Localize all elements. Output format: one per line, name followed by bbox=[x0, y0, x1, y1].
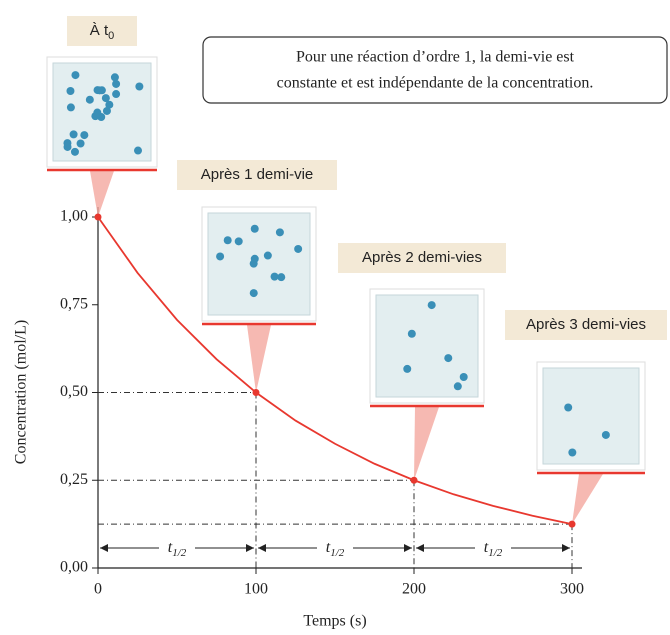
particle bbox=[408, 330, 416, 338]
data-point bbox=[569, 521, 576, 528]
x-axis-label: Temps (s) bbox=[303, 613, 366, 630]
x-tick-label: 0 bbox=[94, 581, 102, 598]
particle bbox=[428, 301, 436, 309]
y-tick-label: 0,25 bbox=[60, 471, 88, 488]
snapshot-label-text: Après 1 demi-vie bbox=[201, 166, 314, 183]
particle bbox=[103, 107, 111, 115]
snapshot-label: Après 3 demi-vies bbox=[526, 316, 646, 333]
y-tick-label: 1,00 bbox=[60, 208, 88, 225]
data-point bbox=[253, 389, 260, 396]
data-point bbox=[95, 214, 102, 221]
particle bbox=[96, 86, 104, 94]
particle bbox=[71, 71, 79, 79]
x-tick-label: 100 bbox=[244, 581, 268, 598]
pointer bbox=[90, 171, 114, 217]
particle bbox=[454, 382, 462, 390]
particle bbox=[251, 255, 259, 263]
particle bbox=[444, 354, 452, 362]
particle bbox=[112, 80, 120, 88]
particle bbox=[250, 289, 258, 297]
pointer bbox=[414, 407, 439, 480]
particle bbox=[264, 252, 272, 260]
particle bbox=[271, 273, 279, 281]
particle bbox=[403, 365, 411, 373]
particle bbox=[70, 130, 78, 138]
particle bbox=[568, 449, 576, 457]
particle bbox=[77, 139, 85, 147]
info-box bbox=[203, 37, 667, 103]
snapshot-label: Après 2 demi-vies bbox=[362, 249, 482, 266]
interval-label-sub: 1/2 bbox=[330, 547, 345, 559]
particle bbox=[86, 96, 94, 104]
particle bbox=[602, 431, 610, 439]
y-axis-label: Concentration (mol/L) bbox=[13, 320, 30, 464]
particle bbox=[71, 148, 79, 156]
particle bbox=[91, 112, 99, 120]
snapshot-fluid bbox=[376, 295, 478, 397]
particle bbox=[251, 225, 259, 233]
particle bbox=[134, 147, 142, 155]
particle bbox=[276, 228, 284, 236]
snapshot-label-sub: 0 bbox=[108, 30, 114, 42]
particle bbox=[294, 245, 302, 253]
particle bbox=[66, 87, 74, 95]
particle bbox=[64, 143, 72, 151]
particle bbox=[224, 236, 232, 244]
particle bbox=[235, 237, 243, 245]
interval-label-sub: 1/2 bbox=[488, 547, 503, 559]
snapshot-fluid bbox=[543, 368, 639, 464]
chart: Pour une réaction d’ordre 1, la demi-vie… bbox=[0, 0, 670, 635]
particle bbox=[135, 83, 143, 91]
interval-label-sub: 1/2 bbox=[172, 547, 187, 559]
particle bbox=[564, 403, 572, 411]
x-tick-label: 300 bbox=[560, 581, 584, 598]
y-tick-label: 0,75 bbox=[60, 295, 88, 312]
snapshot-label: Après 1 demi-vie bbox=[201, 166, 314, 183]
data-point bbox=[411, 477, 418, 484]
particle bbox=[460, 373, 468, 381]
particle bbox=[80, 131, 88, 139]
pointer bbox=[247, 325, 271, 393]
info-line: constante et est indépendante de la conc… bbox=[277, 75, 594, 92]
particle bbox=[67, 103, 75, 111]
particle bbox=[111, 73, 119, 81]
y-tick-label: 0,50 bbox=[60, 383, 88, 400]
snapshot-label-text: Après 3 demi-vies bbox=[526, 316, 646, 333]
pointer bbox=[572, 474, 603, 524]
particle bbox=[216, 252, 224, 260]
snapshot-label-text: Après 2 demi-vies bbox=[362, 249, 482, 266]
y-tick-label: 0,00 bbox=[60, 559, 88, 576]
snapshot-label-text: À t bbox=[90, 22, 109, 39]
particle bbox=[112, 90, 120, 98]
info-line: Pour une réaction d’ordre 1, la demi-vie… bbox=[296, 49, 575, 66]
x-tick-label: 200 bbox=[402, 581, 426, 598]
particle bbox=[102, 94, 110, 102]
snapshot-fluid bbox=[208, 213, 310, 315]
